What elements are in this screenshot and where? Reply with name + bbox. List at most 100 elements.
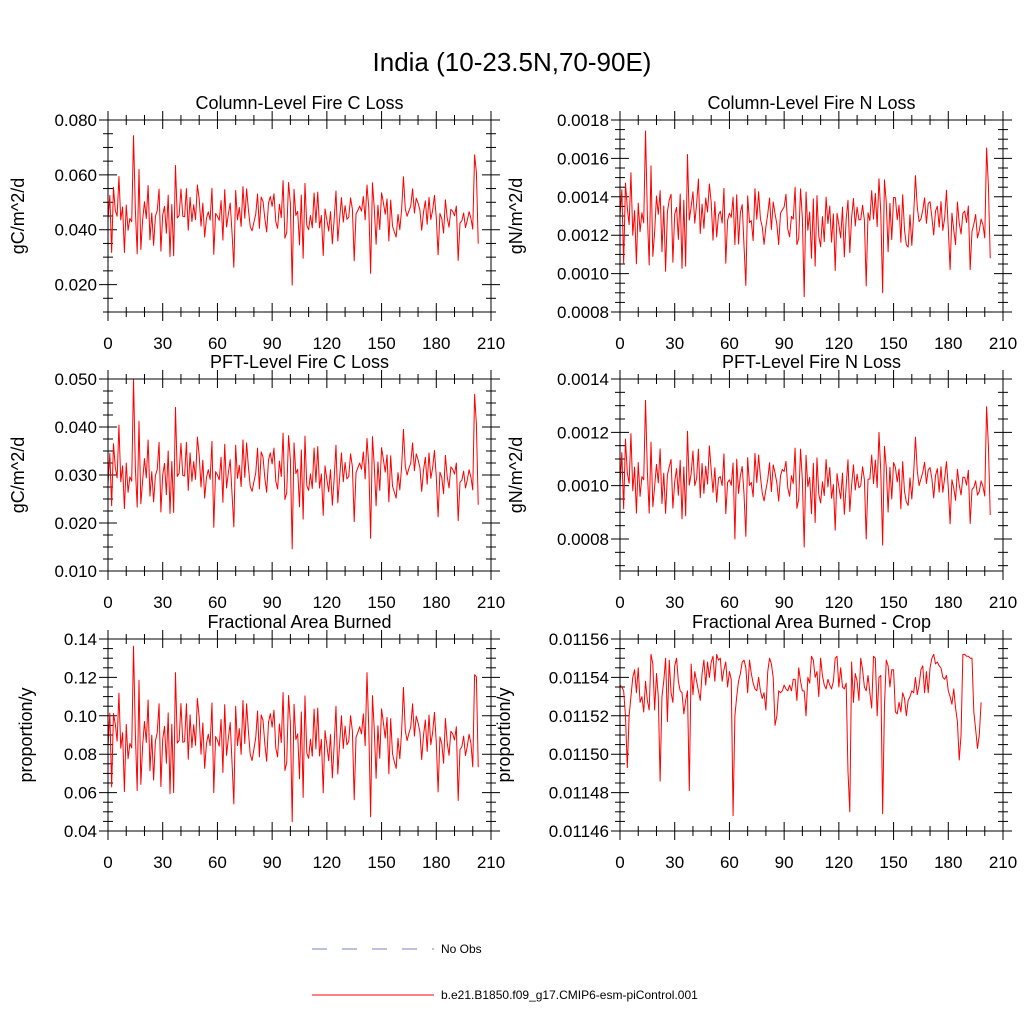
legend-series-label: b.e21.B1850.f09_g17.CMIP6-esm-piControl.… <box>441 988 698 1002</box>
y-tick-label: 0.0008 <box>557 530 609 549</box>
y-tick-label: 0.10 <box>64 707 97 726</box>
y-tick-label: 0.040 <box>54 418 97 437</box>
x-tick-label: 60 <box>720 593 739 612</box>
y-tick-label: 0.01154 <box>549 668 609 687</box>
y-tick-label: 0.0010 <box>557 477 609 496</box>
x-tick-label: 90 <box>263 334 282 353</box>
plot-frame <box>619 638 1004 832</box>
y-tick-label: 0.020 <box>54 276 97 295</box>
panel-title: PFT-Level Fire C Loss <box>210 352 389 372</box>
panels: Column-Level Fire C Loss gC/m^2/d 0 30 60 90 1… <box>8 93 1017 872</box>
y-tick-label: 0.030 <box>54 466 97 485</box>
x-tick-label: 60 <box>720 334 739 353</box>
x-tick-label: 90 <box>775 853 794 872</box>
x-tick-label: 180 <box>422 853 450 872</box>
y-tick-label: 0.0012 <box>557 423 609 442</box>
series-line <box>619 653 982 817</box>
y-axis-label: gN/m^2/d <box>506 178 526 254</box>
y-axis-label: gC/m^2/d <box>8 178 28 254</box>
x-tick-label: 30 <box>153 334 172 353</box>
x-tick-label: 180 <box>934 853 962 872</box>
y-tick-label: 0.12 <box>64 668 97 687</box>
plot-frame <box>107 378 492 572</box>
x-tick-label: 150 <box>879 853 907 872</box>
plot-frame <box>619 119 1004 313</box>
x-tick-label: 30 <box>153 593 172 612</box>
y-tick-label: 0.0008 <box>557 303 609 322</box>
panel-p3: PFT-Level Fire N Loss gN/m^2/d 0 30 60 90 120 1… <box>506 352 1017 612</box>
series-line <box>107 645 479 823</box>
y-tick-label: 0.010 <box>54 562 97 581</box>
x-tick-label: 60 <box>208 593 227 612</box>
y-tick-label: 0.01152 <box>549 707 609 726</box>
panel-p5: Fractional Area Burned - Crop proportion/… <box>494 612 1017 872</box>
x-tick-label: 30 <box>665 593 684 612</box>
x-tick-label: 120 <box>313 593 341 612</box>
y-tick-label: 0.080 <box>54 111 97 130</box>
panel-title: PFT-Level Fire N Loss <box>722 352 901 372</box>
x-tick-label: 0 <box>615 593 624 612</box>
y-tick-label: 0.06 <box>64 784 97 803</box>
panel-p4: Fractional Area Burned proportion/y 0 30 60 9… <box>16 612 505 872</box>
x-tick-label: 210 <box>989 593 1017 612</box>
x-tick-label: 180 <box>934 334 962 353</box>
y-tick-label: 0.0010 <box>557 265 609 284</box>
x-tick-label: 30 <box>665 853 684 872</box>
x-tick-label: 210 <box>477 853 505 872</box>
x-tick-label: 120 <box>825 593 853 612</box>
y-tick-label: 0.01148 <box>549 784 609 803</box>
x-tick-label: 90 <box>263 853 282 872</box>
x-tick-label: 0 <box>615 334 624 353</box>
y-tick-label: 0.020 <box>54 514 97 533</box>
x-tick-label: 150 <box>367 593 395 612</box>
panel-title: Fractional Area Burned - Crop <box>692 612 931 632</box>
series-line <box>107 135 479 286</box>
x-tick-label: 180 <box>934 593 962 612</box>
x-tick-label: 0 <box>103 853 112 872</box>
x-tick-label: 150 <box>879 593 907 612</box>
y-tick-label: 0.0018 <box>557 111 609 130</box>
y-tick-label: 0.01146 <box>549 822 609 841</box>
panel-title: Column-Level Fire N Loss <box>707 93 915 113</box>
y-tick-label: 0.01156 <box>549 630 609 649</box>
y-tick-label: 0.0012 <box>557 226 609 245</box>
x-tick-label: 120 <box>313 853 341 872</box>
y-axis-label: gN/m^2/d <box>506 437 526 513</box>
panel-p2: PFT-Level Fire C Loss gC/m^2/d 0 30 60 90 120 1… <box>8 352 505 612</box>
series-line <box>619 130 991 298</box>
series-line <box>107 378 479 550</box>
x-tick-label: 210 <box>477 334 505 353</box>
x-tick-label: 210 <box>989 853 1017 872</box>
x-tick-label: 30 <box>153 853 172 872</box>
x-tick-label: 120 <box>825 334 853 353</box>
plot-frame <box>107 119 492 313</box>
y-tick-label: 0.0016 <box>557 149 609 168</box>
x-tick-label: 210 <box>989 334 1017 353</box>
panel-title: Column-Level Fire C Loss <box>195 93 403 113</box>
panel-p0: Column-Level Fire C Loss gC/m^2/d 0 30 60 90 1… <box>8 93 505 353</box>
y-tick-label: 0.040 <box>54 221 97 240</box>
x-tick-label: 150 <box>367 853 395 872</box>
x-tick-label: 90 <box>775 593 794 612</box>
x-tick-label: 90 <box>775 334 794 353</box>
x-tick-label: 150 <box>367 334 395 353</box>
y-axis-label: gC/m^2/d <box>8 437 28 513</box>
x-tick-label: 30 <box>665 334 684 353</box>
main-title: India (10-23.5N,70-90E) <box>373 47 652 77</box>
y-tick-label: 0.050 <box>54 370 97 389</box>
x-tick-label: 150 <box>879 334 907 353</box>
x-tick-label: 120 <box>825 853 853 872</box>
y-tick-label: 0.08 <box>64 745 97 764</box>
y-axis-label: proportion/y <box>494 687 514 782</box>
x-tick-label: 210 <box>477 593 505 612</box>
x-tick-label: 0 <box>103 593 112 612</box>
series-line <box>619 399 991 548</box>
x-tick-label: 60 <box>208 853 227 872</box>
panel-p1: Column-Level Fire N Loss gN/m^2/d 0 30 60 90 1… <box>506 93 1017 353</box>
x-tick-label: 60 <box>720 853 739 872</box>
y-tick-label: 0.14 <box>64 630 97 649</box>
y-tick-label: 0.060 <box>54 166 97 185</box>
y-tick-label: 0.04 <box>64 822 97 841</box>
x-tick-label: 180 <box>422 334 450 353</box>
plot-frame <box>619 378 1004 572</box>
